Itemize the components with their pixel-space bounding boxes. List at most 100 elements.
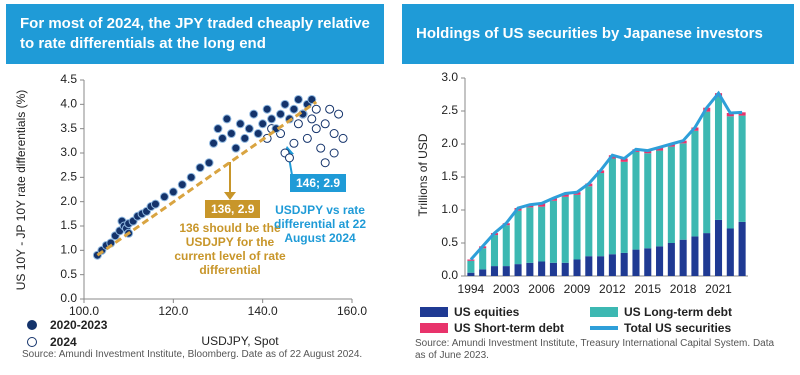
scatter-point [276,109,286,119]
bar-segment [514,264,522,276]
y-tick-label: 0.0 [441,268,458,282]
bar-segment [549,200,557,263]
bar-segment [703,233,711,276]
x-tick-label: 2018 [670,282,697,296]
bar-segment [597,173,605,257]
bar-segment [526,262,534,276]
bar-segment [620,252,628,276]
bar-segment [573,259,581,276]
scatter-point [240,133,250,143]
scatter-point [253,129,263,139]
scatter-point [231,143,241,153]
scatter-point [204,158,214,168]
bar-segment [726,116,734,229]
y-tick-label: 0.5 [441,235,458,249]
bar-segment [467,272,475,276]
x-tick-label: 2021 [705,282,732,296]
scatter-point [311,124,321,134]
y-tick-label: 3.0 [60,145,77,159]
scatter-point [307,94,317,104]
bar-segment [738,115,746,222]
scatter-point [293,94,303,104]
bar-segment [714,219,723,276]
scatter-point [159,192,169,202]
legend-marker [590,307,618,317]
scatter-point [293,119,303,129]
legend-marker [420,307,448,317]
bar-segment [726,112,734,117]
line [469,90,743,261]
bar-segment [738,112,746,116]
x-tick-label: 140.0 [248,304,278,318]
legend-label: US equities [454,305,520,319]
x-tick-label: 2015 [634,282,661,296]
y-axis-label: US 10Y - JP 10Y rate differentials (%) [14,90,28,291]
x-tick-label: 2003 [493,282,520,296]
bar-segment [632,151,640,250]
bar-segment [726,228,734,276]
legend-marker [27,337,37,347]
y-tick-label: 2.5 [60,170,77,184]
scatter-point [329,148,339,158]
bar-segment [597,256,605,276]
chart-title: For most of 2024, the JPY traded cheaply… [6,4,384,64]
bar-segment [467,259,475,261]
bar-segment [561,196,569,263]
x-tick-label: 2012 [599,282,626,296]
bar-segment [656,150,664,247]
bar-segment [538,261,546,276]
y-tick-label: 4.0 [60,97,77,111]
scatter-point [262,104,272,114]
x-tick-label: 160.0 [337,304,367,318]
bar-segment [573,194,581,260]
scatter-point [186,172,196,182]
legend-label: US Short-term debt [454,321,564,335]
y-tick-label: 2.0 [441,136,458,150]
bar-segment [526,207,534,263]
scatter-point [311,104,321,114]
bar-segment [667,146,675,243]
bar-segment [714,96,723,220]
legend-marker [27,320,37,330]
bar-segment [585,186,593,257]
annotation: 146; 2.9 [290,174,347,192]
y-tick-label: 2.0 [60,194,77,208]
annotation: USDJPY vs rate differential at 22 August… [273,203,367,245]
bar-segment [632,249,640,276]
bar-segment [490,235,499,267]
scatter-point [329,129,339,139]
bar-segment [620,161,628,253]
bar-segment [561,193,569,197]
legend-label: Total US securities [624,321,731,335]
bar-segment [738,221,746,276]
bar-segment [479,248,487,270]
y-tick-label: 0.5 [60,267,77,281]
bar-segment [679,143,687,240]
bar-segment [656,246,664,276]
y-tick-label: 3.0 [441,70,458,84]
annotation: 136, 2.9 [205,200,261,218]
scatter-point [222,114,232,124]
scatter-point [249,109,259,119]
bar-segment [667,243,675,276]
x-tick-label: 2009 [564,282,591,296]
scatter-point [217,133,227,143]
bar-segment [502,266,510,276]
y-tick-label: 4.5 [60,72,77,86]
bar-segment [538,206,546,262]
scatter-point [177,180,187,190]
bar-segment [679,239,687,276]
bar-segment [691,236,699,276]
scatter-point [302,133,312,143]
y-tick-label: 2.5 [441,103,458,117]
scatter-point [280,99,290,109]
scatter-point [267,114,277,124]
bar-segment [514,210,522,265]
scatter-point [226,129,236,139]
x-tick-label: 1994 [458,282,485,296]
scatter-point [338,133,348,143]
scatter-point [235,119,245,129]
scatter-point [168,187,178,197]
